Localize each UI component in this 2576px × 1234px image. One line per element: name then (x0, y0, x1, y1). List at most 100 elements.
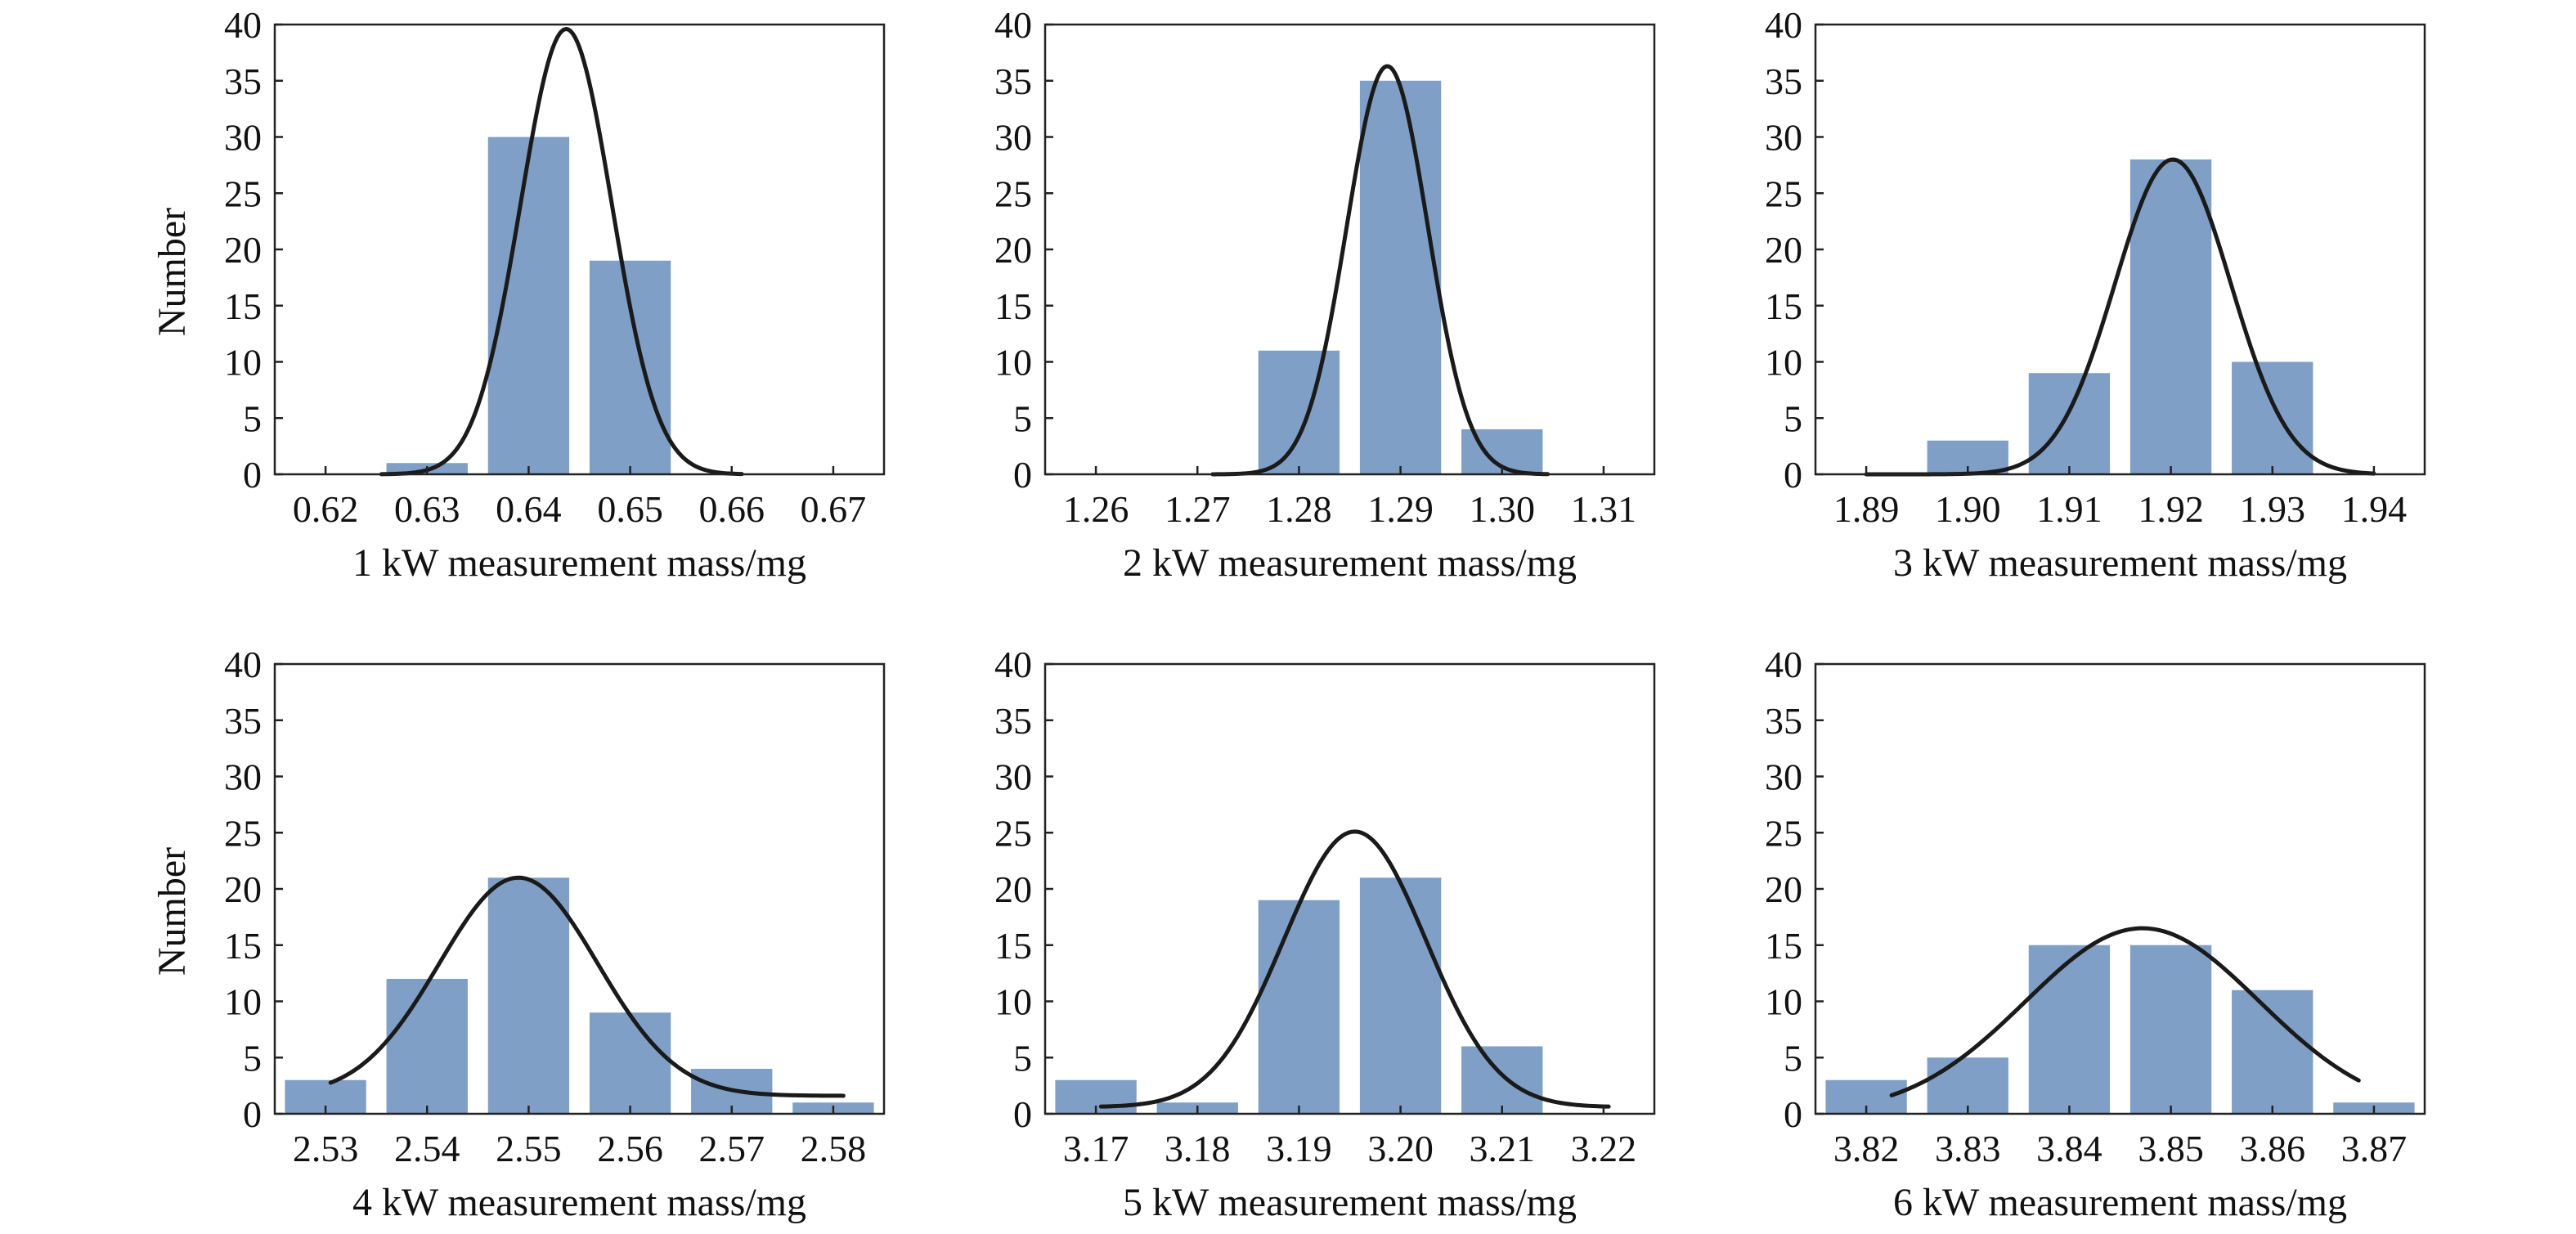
plot-frame (1814, 662, 2426, 1115)
x-tick-label: 3.19 (1266, 1128, 1332, 1169)
bar-1.29 (1359, 80, 1442, 474)
y-tick-label: 40 (1765, 4, 1802, 46)
y-tick-label: 30 (994, 117, 1032, 159)
y-axis-title: Number (150, 208, 194, 336)
x-tick-label: 1.94 (2341, 488, 2408, 530)
y-tick-label: 25 (994, 812, 1032, 854)
bar-3.83 (1927, 1057, 2008, 1114)
x-tick-label: 2.57 (699, 1128, 765, 1169)
y-tick-label: 30 (1765, 117, 1802, 159)
y-tick-label: 25 (1765, 173, 1802, 214)
bar-3.86 (2232, 989, 2313, 1114)
y-tick-label: 0 (1013, 454, 1032, 496)
normal-fit-curve (1889, 926, 2361, 1097)
bar-1.92 (2129, 159, 2212, 474)
y-tick-label: 15 (224, 285, 262, 327)
x-tick-label: 3.20 (1367, 1128, 1434, 1169)
y-tick-label: 0 (1784, 1093, 1802, 1135)
y-tick-label: 35 (994, 700, 1032, 742)
y-tick-label: 15 (1765, 925, 1802, 967)
y-tick-label: 10 (1765, 342, 1802, 384)
x-axis-title: 5 kW measurement mass/mg (1123, 1181, 1577, 1224)
x-tick-label: 1.26 (1063, 488, 1129, 530)
x-tick-label: 1.89 (1833, 488, 1900, 530)
normal-fit-curve (1098, 829, 1611, 1109)
y-tick-label: 0 (1784, 454, 1802, 496)
x-tick-label: 1.30 (1470, 488, 1536, 530)
x-tick-label: 3.21 (1470, 1128, 1536, 1169)
bar-1.93 (2232, 361, 2313, 474)
normal-fit-curve (1210, 64, 1551, 477)
y-tick-label: 35 (1765, 700, 1802, 742)
bar-0.65 (589, 260, 671, 474)
y-tick-label: 25 (994, 173, 1032, 214)
y-tick-label: 5 (1784, 1037, 1802, 1079)
normal-fit-curve (328, 875, 846, 1098)
x-tick-label: 2.58 (801, 1128, 867, 1169)
y-tick-label: 5 (1013, 1037, 1032, 1079)
bar-2.55 (487, 877, 570, 1114)
x-tick-label: 2.54 (394, 1128, 460, 1169)
bar-3.85 (2129, 945, 2212, 1114)
y-tick-label: 35 (224, 700, 262, 742)
y-tick-label: 25 (1765, 812, 1802, 854)
y-tick-label: 20 (224, 229, 262, 271)
x-tick-label: 3.84 (2036, 1128, 2103, 1169)
x-tick-label: 3.86 (2240, 1128, 2306, 1169)
y-tick-label: 25 (224, 173, 262, 214)
y-tick-label: 10 (994, 342, 1032, 384)
x-tick-label: 0.67 (801, 488, 867, 530)
bar-2.54 (386, 979, 468, 1114)
y-tick-label: 10 (224, 981, 262, 1023)
y-tick-label: 40 (1765, 644, 1802, 685)
histogram-panel-3: 0 5 10 15 20 25 30 35 40 1.89 1.90 1.91 1.92 1.93 1.94… (1765, 4, 2426, 585)
y-tick-label: 15 (224, 925, 262, 967)
y-tick-label: 15 (1765, 285, 1802, 327)
y-tick-label: 5 (243, 1037, 262, 1079)
x-tick-label: 0.63 (394, 488, 460, 530)
histogram-panel-4: 0 5 10 15 20 25 30 35 40 2.53 2.54 2.55 2.56 2.57 2.58… (150, 644, 886, 1224)
x-tick-label: 3.17 (1063, 1128, 1129, 1169)
x-tick-label: 1.27 (1165, 488, 1231, 530)
bar-2.56 (589, 1012, 671, 1114)
y-tick-label: 15 (994, 925, 1032, 967)
x-tick-label: 1.92 (2138, 488, 2204, 530)
bar-0.64 (487, 137, 570, 474)
histogram-panel-6: 0 5 10 15 20 25 30 35 40 3.82 3.83 3.84 3.85 3.86 3.87… (1765, 644, 2426, 1224)
y-tick-label: 40 (224, 644, 262, 685)
plot-frame (1814, 23, 2426, 476)
y-tick-label: 5 (1784, 397, 1802, 439)
y-tick-label: 20 (224, 868, 262, 910)
x-axis-title: 3 kW measurement mass/mg (1893, 541, 2347, 585)
x-tick-label: 3.22 (1571, 1128, 1637, 1169)
y-tick-label: 20 (994, 868, 1032, 910)
plot-frame (273, 23, 886, 476)
y-tick-label: 0 (1013, 1093, 1032, 1135)
y-tick-label: 0 (243, 1093, 262, 1135)
x-tick-label: 2.56 (597, 1128, 663, 1169)
x-tick-label: 3.83 (1935, 1128, 2001, 1169)
y-axis-title: Number (150, 847, 194, 976)
x-tick-label: 3.18 (1165, 1128, 1231, 1169)
x-tick-label: 1.93 (2240, 488, 2306, 530)
y-tick-label: 15 (994, 285, 1032, 327)
bar-3.20 (1359, 877, 1442, 1114)
y-tick-label: 20 (1765, 229, 1802, 271)
x-tick-label: 1.29 (1367, 488, 1434, 530)
y-tick-label: 40 (994, 4, 1032, 46)
y-tick-label: 5 (243, 397, 262, 439)
histogram-panel-5: 0 5 10 15 20 25 30 35 40 3.17 3.18 3.19 3.20 3.21 3.22… (994, 644, 1656, 1224)
y-tick-label: 10 (224, 342, 262, 384)
x-tick-label: 1.91 (2036, 488, 2103, 530)
x-tick-label: 3.87 (2341, 1128, 2408, 1169)
y-tick-label: 35 (1765, 61, 1802, 102)
y-tick-label: 10 (994, 981, 1032, 1023)
y-tick-label: 30 (1765, 756, 1802, 798)
y-tick-label: 10 (1765, 981, 1802, 1023)
x-tick-label: 0.64 (496, 488, 562, 530)
x-axis-title: 4 kW measurement mass/mg (352, 1181, 806, 1224)
bar-3.84 (2028, 945, 2111, 1114)
plot-frame (273, 662, 886, 1115)
normal-fit-curve (379, 27, 744, 477)
